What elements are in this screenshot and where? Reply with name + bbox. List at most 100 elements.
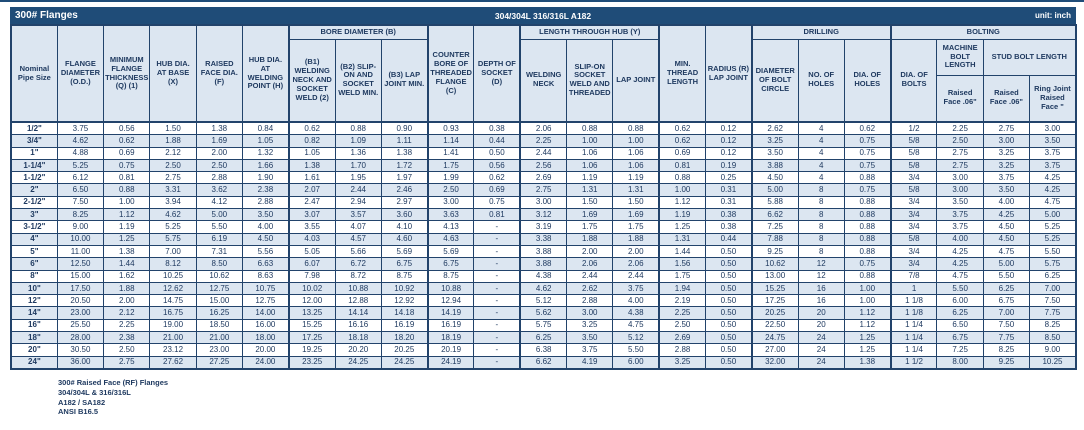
page-title: 300# Flanges [15, 10, 78, 21]
value-cell: 1.62 [103, 269, 151, 283]
value-cell: 6.07 [287, 257, 336, 271]
mid-header-row: (B1) WELDING NECK AND SOCKET WELD (2) (B… [11, 38, 1077, 123]
value-cell: 4.57 [334, 232, 382, 246]
value-cell: 4.07 [334, 220, 382, 234]
value-cell: - [473, 257, 521, 271]
value-cell: 7.75 [982, 331, 1031, 345]
value-cell: 3.88 [519, 244, 568, 259]
value-cell: 0.44 [704, 232, 753, 246]
value-cell: 5.12 [612, 331, 660, 345]
value-cell: 8 [797, 232, 845, 246]
value-cell: 13.00 [750, 269, 799, 283]
value-cell: 4.00 [982, 195, 1031, 210]
table-row: 14" 23.00 2.12 16.75 16.25 14.00 13.25 14.14 14.… [10, 306, 1077, 320]
value-cell: 18.20 [380, 331, 429, 345]
table-row: 3" 8.25 1.12 4.62 5.00 3.50 3.07 3.57 3.60 3.63 0.… [10, 208, 1077, 222]
value-cell: 2.88 [241, 195, 290, 210]
value-cell: 3.00 [982, 134, 1031, 148]
value-cell: 10.75 [241, 281, 290, 296]
pipe-size-cell: 5" [10, 244, 58, 259]
value-cell: 20.19 [426, 343, 475, 357]
value-cell: 5.50 [936, 281, 984, 296]
value-cell: 2.50 [936, 134, 984, 148]
value-cell: 4.88 [56, 146, 105, 160]
value-cell: 4.00 [936, 232, 984, 246]
value-cell: - [473, 232, 521, 246]
value-cell: 2.69 [519, 171, 568, 185]
table-row: 12" 20.50 2.00 14.75 15.00 12.75 12.00 12.88 12.… [10, 294, 1077, 308]
value-cell: 7/8 [889, 269, 938, 283]
value-cell: - [473, 355, 521, 370]
footer-notes: 300# Raised Face (RF) Flanges 304/304L &… [58, 378, 168, 417]
value-cell: 0.50 [704, 269, 753, 283]
value-cell: 0.75 [103, 158, 151, 173]
value-cell: 24 [797, 355, 845, 370]
value-cell: 2.50 [103, 343, 151, 357]
value-cell: 2.00 [103, 294, 151, 308]
value-cell: 9.25 [982, 355, 1031, 370]
value-cell: 7.31 [195, 244, 243, 259]
col-lap-joint: LAP JOINT [612, 38, 660, 123]
value-cell: 3.19 [519, 220, 568, 234]
value-cell: 5/8 [889, 134, 938, 148]
value-cell: 4 [797, 146, 845, 160]
value-cell: 8.72 [334, 269, 382, 283]
value-cell: 3/4 [889, 171, 938, 185]
col-min-flange-thickness: MINIMUM FLANGE THICKNESS (Q) (1) [103, 24, 151, 123]
value-cell: 2.12 [149, 146, 197, 160]
value-cell: 2.06 [612, 257, 660, 271]
col-nominal-pipe-size: Nominal Pipe Size [10, 24, 58, 123]
value-cell: 8.25 [982, 343, 1031, 357]
value-cell: 3.75 [936, 208, 984, 222]
value-cell: 7.00 [1029, 281, 1077, 296]
value-cell: 20 [797, 318, 845, 333]
value-cell: 4.62 [519, 281, 568, 296]
pipe-size-cell: 4" [10, 232, 58, 246]
value-cell: 1.50 [149, 121, 197, 136]
value-cell: 1.72 [380, 158, 429, 173]
value-cell: 10.88 [334, 281, 382, 296]
value-cell: 1.75 [658, 269, 706, 283]
value-cell: 1.14 [426, 134, 475, 148]
value-cell: 1.88 [103, 281, 151, 296]
pipe-size-cell: 3-1/2" [10, 220, 58, 234]
value-cell: 0.88 [103, 183, 151, 197]
value-cell: 12.00 [287, 294, 336, 308]
table-row: 2-1/2" 7.50 1.00 3.94 4.12 2.88 2.47 2.94 2.97 3.… [10, 195, 1077, 210]
value-cell: 0.12 [704, 134, 753, 148]
group-bolting: BOLTING [889, 24, 1077, 40]
table-row: 6" 12.50 1.44 8.12 8.50 6.63 6.07 6.72 6.75 6.75-… [10, 257, 1077, 271]
group-drilling: DRILLING [750, 24, 892, 40]
value-cell: 0.75 [843, 146, 892, 160]
value-cell: 3.75 [56, 121, 105, 136]
col-b3: (B3) LAP JOINT MIN. [380, 38, 429, 123]
value-cell: 4.25 [936, 244, 984, 259]
value-cell: 5/8 [889, 158, 938, 173]
value-cell: 8.00 [936, 355, 984, 370]
value-cell: 5.75 [1029, 257, 1077, 271]
value-cell: 6.63 [241, 257, 290, 271]
value-cell: - [473, 244, 521, 259]
value-cell: 3/4 [889, 244, 938, 259]
value-cell: 4.19 [566, 355, 614, 370]
col-radius-lap-joint: RADIUS (R) LAP JOINT [704, 24, 753, 123]
footer-line: 304/304L & 316/316L [58, 387, 131, 397]
value-cell: 5.50 [195, 220, 243, 234]
value-cell: 6.25 [1029, 269, 1077, 283]
value-cell: 0.88 [843, 220, 892, 234]
value-cell: 15.00 [56, 269, 105, 283]
value-cell: 20.20 [334, 343, 382, 357]
value-cell: 0.88 [612, 121, 660, 136]
value-cell: 8.25 [56, 208, 105, 222]
value-cell: 1.12 [103, 208, 151, 222]
value-cell: 1.25 [103, 232, 151, 246]
value-cell: 20.25 [750, 306, 799, 320]
value-cell: 3.63 [426, 208, 475, 222]
sub-header-row: Raised Face .06" Raised Face .06" Ring J… [11, 74, 1077, 123]
table-row: 2" 6.50 0.88 3.31 3.62 2.38 2.07 2.44 2.46 2.50 0.… [10, 183, 1077, 197]
value-cell: 6.12 [56, 171, 105, 185]
value-cell: 5.25 [1029, 220, 1077, 234]
value-cell: 3.50 [750, 146, 799, 160]
value-cell: 3.50 [241, 208, 290, 222]
value-cell: 7.25 [750, 220, 799, 234]
